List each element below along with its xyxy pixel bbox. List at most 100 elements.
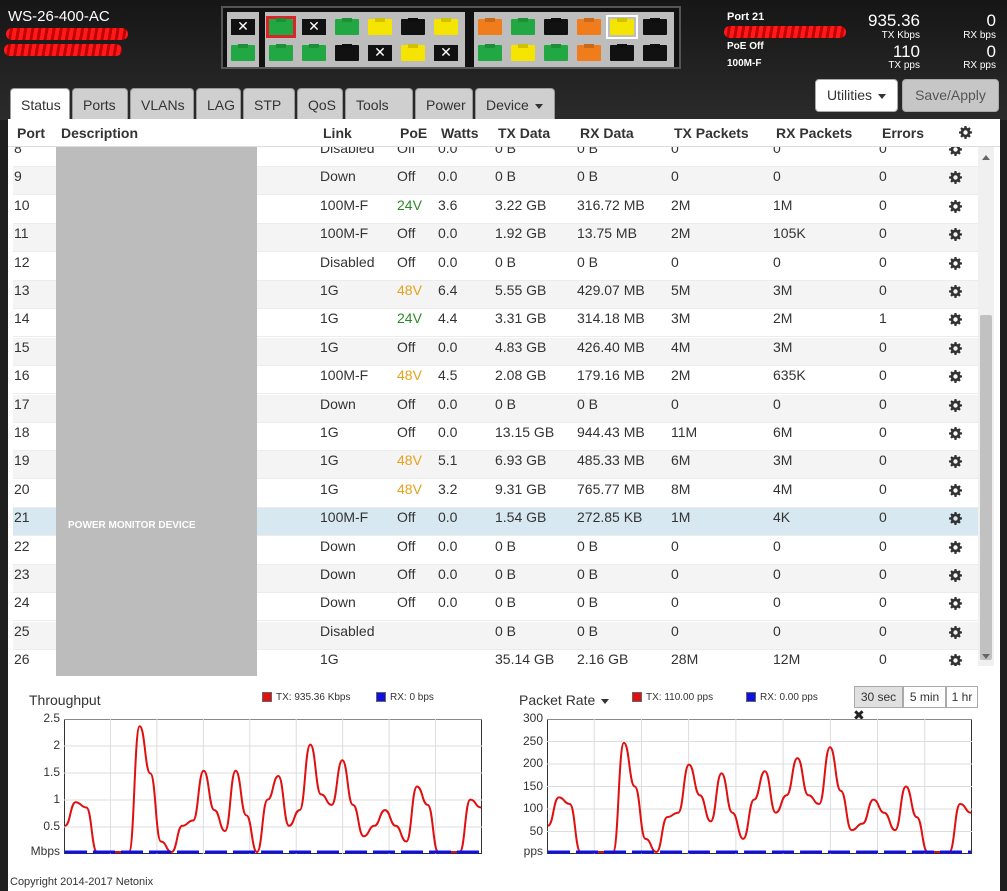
- cell-poe[interactable]: 48V: [397, 367, 422, 384]
- gear-icon[interactable]: [949, 625, 962, 639]
- close-icon[interactable]: ✖: [853, 708, 865, 724]
- port-indicator[interactable]: [541, 42, 571, 64]
- gear-icon[interactable]: [949, 654, 962, 666]
- port-indicator[interactable]: ✕: [299, 16, 329, 38]
- cell-poe[interactable]: Off: [397, 168, 416, 185]
- gear-icon[interactable]: [949, 147, 962, 156]
- port-indicator[interactable]: [398, 42, 428, 64]
- cell-poe[interactable]: Off: [397, 253, 416, 270]
- tab-stp[interactable]: STP: [243, 88, 295, 120]
- tab-qos[interactable]: QoS: [297, 88, 343, 120]
- cell-poe[interactable]: 48V: [397, 452, 422, 469]
- port-indicator[interactable]: [640, 42, 670, 64]
- port-indicator[interactable]: [606, 15, 638, 39]
- tab-vlans[interactable]: VLANs: [130, 88, 194, 120]
- cell-poe[interactable]: Off: [397, 147, 416, 156]
- port-indicator[interactable]: [607, 42, 637, 64]
- tab-lag[interactable]: LAG: [196, 88, 241, 120]
- gear-icon[interactable]: [949, 398, 962, 412]
- port-indicator[interactable]: [574, 16, 604, 38]
- table-row[interactable]: 20 1G 48V 3.2 9.31 GB 765.77 MB 8M 4M 0: [13, 480, 978, 508]
- gear-icon[interactable]: [949, 483, 962, 497]
- table-row[interactable]: 16 100M-F 48V 4.5 2.08 GB 179.16 MB 2M 635K 0: [13, 366, 978, 395]
- gear-icon[interactable]: [949, 313, 962, 327]
- col-description[interactable]: Description: [61, 125, 139, 141]
- gear-icon[interactable]: [949, 341, 962, 355]
- port-indicator[interactable]: [640, 16, 670, 38]
- port-indicator[interactable]: ✕: [365, 42, 395, 64]
- col-link[interactable]: Link: [323, 125, 352, 141]
- scroll-down-icon[interactable]: [982, 654, 990, 659]
- port-indicator[interactable]: ✕: [431, 42, 461, 64]
- port-indicator[interactable]: [398, 16, 428, 38]
- col-rx-data[interactable]: RX Data: [580, 125, 634, 141]
- cell-poe[interactable]: Off: [397, 594, 416, 611]
- port-indicator[interactable]: [475, 16, 505, 38]
- port-indicator[interactable]: [574, 42, 604, 64]
- tab-ports[interactable]: Ports: [72, 88, 128, 120]
- col-tx-data[interactable]: TX Data: [498, 125, 551, 141]
- port-indicator[interactable]: [475, 42, 505, 64]
- table-row[interactable]: 26 1G 35.14 GB 2.16 GB 28M 12M 0: [13, 650, 978, 666]
- save-apply-button[interactable]: Save/Apply: [902, 79, 999, 112]
- cell-poe[interactable]: Off: [397, 395, 416, 412]
- tab-power[interactable]: Power: [415, 88, 473, 120]
- table-row[interactable]: 18 1G Off 0.0 13.15 GB 944.43 MB 11M 6M 0: [13, 423, 978, 451]
- port-indicator[interactable]: [266, 42, 296, 64]
- gear-icon[interactable]: [949, 427, 962, 440]
- cell-poe[interactable]: Off: [397, 566, 416, 582]
- cell-poe[interactable]: 24V: [397, 196, 422, 213]
- range-30sec-button[interactable]: 30 sec: [854, 686, 903, 708]
- port-indicator[interactable]: [228, 42, 258, 64]
- cell-poe[interactable]: 24V: [397, 310, 422, 327]
- cell-poe[interactable]: Off: [397, 537, 416, 554]
- cell-poe[interactable]: Off: [397, 509, 416, 526]
- gear-icon[interactable]: [949, 540, 962, 554]
- tab-tools[interactable]: Tools: [345, 88, 413, 141]
- table-scrollbar[interactable]: [978, 147, 994, 666]
- port-indicator[interactable]: [266, 16, 296, 38]
- col-watts[interactable]: Watts: [441, 125, 479, 141]
- col-poe[interactable]: PoE: [400, 125, 428, 141]
- gear-icon[interactable]: [949, 171, 962, 185]
- packet-rate-title[interactable]: Packet Rate: [519, 692, 610, 708]
- port-indicator[interactable]: [541, 16, 571, 38]
- cell-poe[interactable]: Off: [397, 338, 416, 355]
- cell-poe[interactable]: 48V: [397, 480, 422, 497]
- gear-icon[interactable]: [949, 370, 962, 384]
- utilities-button[interactable]: Utilities: [815, 79, 898, 112]
- gear-icon[interactable]: [949, 512, 962, 526]
- cell-poe[interactable]: Off: [397, 225, 416, 242]
- port-indicator[interactable]: [332, 16, 362, 38]
- col-rx-packets[interactable]: RX Packets: [776, 125, 853, 141]
- table-row[interactable]: 10 100M-F 24V 3.6 3.22 GB 316.72 MB 2M 1M 0: [13, 196, 978, 224]
- port-indicator[interactable]: [365, 16, 395, 38]
- port-indicator[interactable]: ✕: [228, 16, 258, 38]
- scroll-thumb[interactable]: [980, 315, 992, 660]
- table-row[interactable]: 14 1G 24V 4.4 3.31 GB 314.18 MB 3M 2M 1: [13, 309, 978, 338]
- gear-icon[interactable]: [959, 126, 972, 139]
- col-errors[interactable]: Errors: [882, 125, 925, 141]
- scroll-up-icon[interactable]: [982, 155, 990, 160]
- tab-status[interactable]: Status: [10, 88, 70, 120]
- port-indicator[interactable]: [508, 16, 538, 38]
- cell-poe[interactable]: Off: [397, 424, 416, 440]
- tab-device[interactable]: Device: [475, 88, 555, 120]
- col-tx-packets[interactable]: TX Packets: [674, 125, 749, 141]
- gear-icon[interactable]: [949, 199, 962, 213]
- gear-icon[interactable]: [949, 285, 962, 298]
- table-row[interactable]: 24 Down Off 0.0 0 B 0 B 0 0 0: [13, 593, 978, 622]
- table-row[interactable]: 12 Disabled Off 0.0 0 B 0 B 0 0 0: [13, 253, 978, 281]
- port-indicator[interactable]: [332, 42, 362, 64]
- port-indicator[interactable]: [299, 42, 329, 64]
- gear-icon[interactable]: [949, 455, 962, 469]
- gear-icon[interactable]: [949, 597, 962, 611]
- port-indicator[interactable]: [508, 42, 538, 64]
- gear-icon[interactable]: [949, 228, 962, 242]
- gear-icon[interactable]: [949, 569, 962, 582]
- cell-poe[interactable]: 48V: [397, 282, 422, 298]
- gear-icon[interactable]: [949, 256, 962, 270]
- range-1hr-button[interactable]: 1 hr: [946, 686, 978, 708]
- port-indicator[interactable]: [431, 16, 461, 38]
- table-row[interactable]: 8 Disabled Off 0.0 0 B 0 B 0 0 0: [13, 147, 978, 167]
